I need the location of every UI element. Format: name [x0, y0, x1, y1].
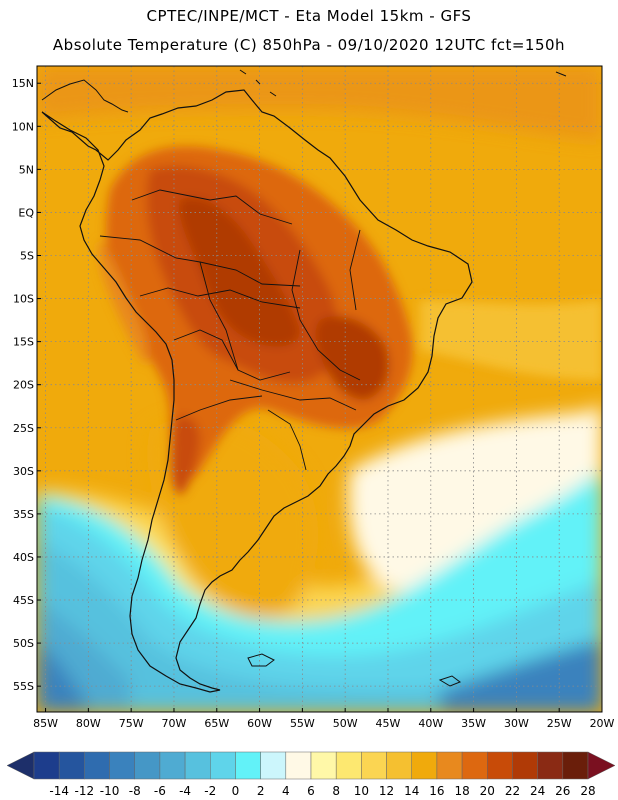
- colorbar-cell: [109, 751, 135, 780]
- colorbar-cell: [436, 751, 463, 780]
- colorbar-cell: [285, 751, 312, 780]
- lat-tick-label: EQ: [18, 206, 34, 219]
- colorbar-label: -6: [154, 784, 166, 798]
- colorbar-label: 18: [454, 784, 469, 798]
- country-borders: [99, 189, 361, 471]
- colorbar-cell: [159, 751, 186, 780]
- colorbar-label: 4: [282, 784, 290, 798]
- colorbar-cell: [487, 751, 513, 780]
- colorbar-cell: [537, 751, 564, 780]
- colorbar-label: 22: [505, 784, 520, 798]
- colorbar-label: 28: [580, 784, 595, 798]
- colorbar-cell: [210, 751, 236, 780]
- lat-tick-label: 40S: [13, 551, 34, 564]
- longitude-labels: 85W 80W 75W 70W 65W 60W 55W 50W 45W 40W 35W 30W 25W 2…: [33, 708, 615, 730]
- falkland-islands: [247, 653, 275, 667]
- lon-tick-label: 70W: [162, 717, 187, 730]
- colorbar-cell: [84, 751, 110, 780]
- colorbar-label: 8: [332, 784, 340, 798]
- south-georgia: [438, 675, 462, 687]
- lat-tick-label: 15N: [12, 77, 34, 90]
- lat-tick-label: 55S: [13, 680, 34, 693]
- lon-tick-label: 45W: [376, 717, 401, 730]
- colorbar-cell: [33, 751, 60, 780]
- colorbar-cell: [562, 751, 589, 780]
- colorbar-cell: [184, 751, 211, 780]
- lat-tick-label: 10N: [12, 120, 34, 133]
- colorbar-label: 14: [404, 784, 419, 798]
- lon-tick-label: 40W: [418, 717, 443, 730]
- colorbar-label: 10: [354, 784, 369, 798]
- colorbar-label: -14: [49, 784, 69, 798]
- colorbar-cell: [310, 751, 337, 780]
- colorbar-label: 24: [530, 784, 545, 798]
- colorbar-cell: [235, 751, 261, 780]
- lon-tick-label: 60W: [247, 717, 272, 730]
- colorbar-label: 6: [307, 784, 315, 798]
- lat-tick-label: 5N: [19, 163, 34, 176]
- lon-tick-label: 75W: [119, 717, 144, 730]
- map-title-line1: CPTEC/INPE/MCT - Eta Model 15km - GFS: [146, 7, 472, 25]
- colorbar-label: 0: [232, 784, 240, 798]
- caribbean-islands: [239, 69, 567, 97]
- colorbar-label: 20: [480, 784, 495, 798]
- map-title-line2: Absolute Temperature (C) 850hPa - 09/10/…: [52, 36, 566, 54]
- colorbar-cell: [512, 751, 538, 780]
- lon-tick-label: 20W: [590, 717, 615, 730]
- colorbar-label: -4: [179, 784, 191, 798]
- lat-tick-label: 45S: [13, 594, 34, 607]
- colorbar-under-arrow: [6, 751, 35, 780]
- colorbar-cell: [361, 751, 387, 780]
- colorbar-cell: [58, 751, 85, 780]
- map-frame: [36, 65, 603, 713]
- colorbar-label: 12: [379, 784, 394, 798]
- lon-tick-label: 35W: [461, 717, 486, 730]
- lat-tick-label: 5S: [20, 249, 34, 262]
- temperature-field: [37, 66, 602, 712]
- lat-tick-label: 25S: [13, 422, 34, 435]
- lon-tick-label: 65W: [204, 717, 229, 730]
- colorbar-label: -2: [204, 784, 216, 798]
- colorbar-label: 26: [555, 784, 570, 798]
- colorbar-cell: [134, 751, 161, 780]
- lat-tick-label: 30S: [13, 465, 34, 478]
- lat-tick-label: 35S: [13, 508, 34, 521]
- lat-tick-label: 10S: [13, 293, 34, 306]
- colorbar-over-arrow: [587, 751, 616, 780]
- lon-tick-label: 85W: [33, 717, 58, 730]
- colorbar-cell: [386, 751, 412, 780]
- central-america-outline: [41, 79, 129, 113]
- colorbar-label: -12: [75, 784, 95, 798]
- lat-tick-label: 50S: [13, 637, 34, 650]
- lon-tick-label: 80W: [76, 717, 101, 730]
- colorbar-cell: [260, 751, 287, 780]
- lon-tick-label: 30W: [504, 717, 529, 730]
- lon-tick-label: 50W: [333, 717, 358, 730]
- colorbar-label: 16: [429, 784, 444, 798]
- colorbar-cell: [461, 751, 488, 780]
- lat-tick-label: 20S: [13, 379, 34, 392]
- lon-tick-label: 55W: [290, 717, 315, 730]
- continent-outline: [41, 89, 473, 693]
- lat-tick-label: 15S: [13, 336, 34, 349]
- colorbar-label: -10: [100, 784, 120, 798]
- colorbar-label: 2: [257, 784, 265, 798]
- lon-tick-label: 25W: [547, 717, 572, 730]
- colorbar-cell: [411, 751, 438, 780]
- latitude-labels: 15N 10N 5N EQ 5S 10S 15S 20S 25S 30S 35S 40S 45S 50S 5…: [12, 77, 41, 693]
- colorbar-cell: [335, 751, 362, 780]
- colorbar-label: -8: [129, 784, 141, 798]
